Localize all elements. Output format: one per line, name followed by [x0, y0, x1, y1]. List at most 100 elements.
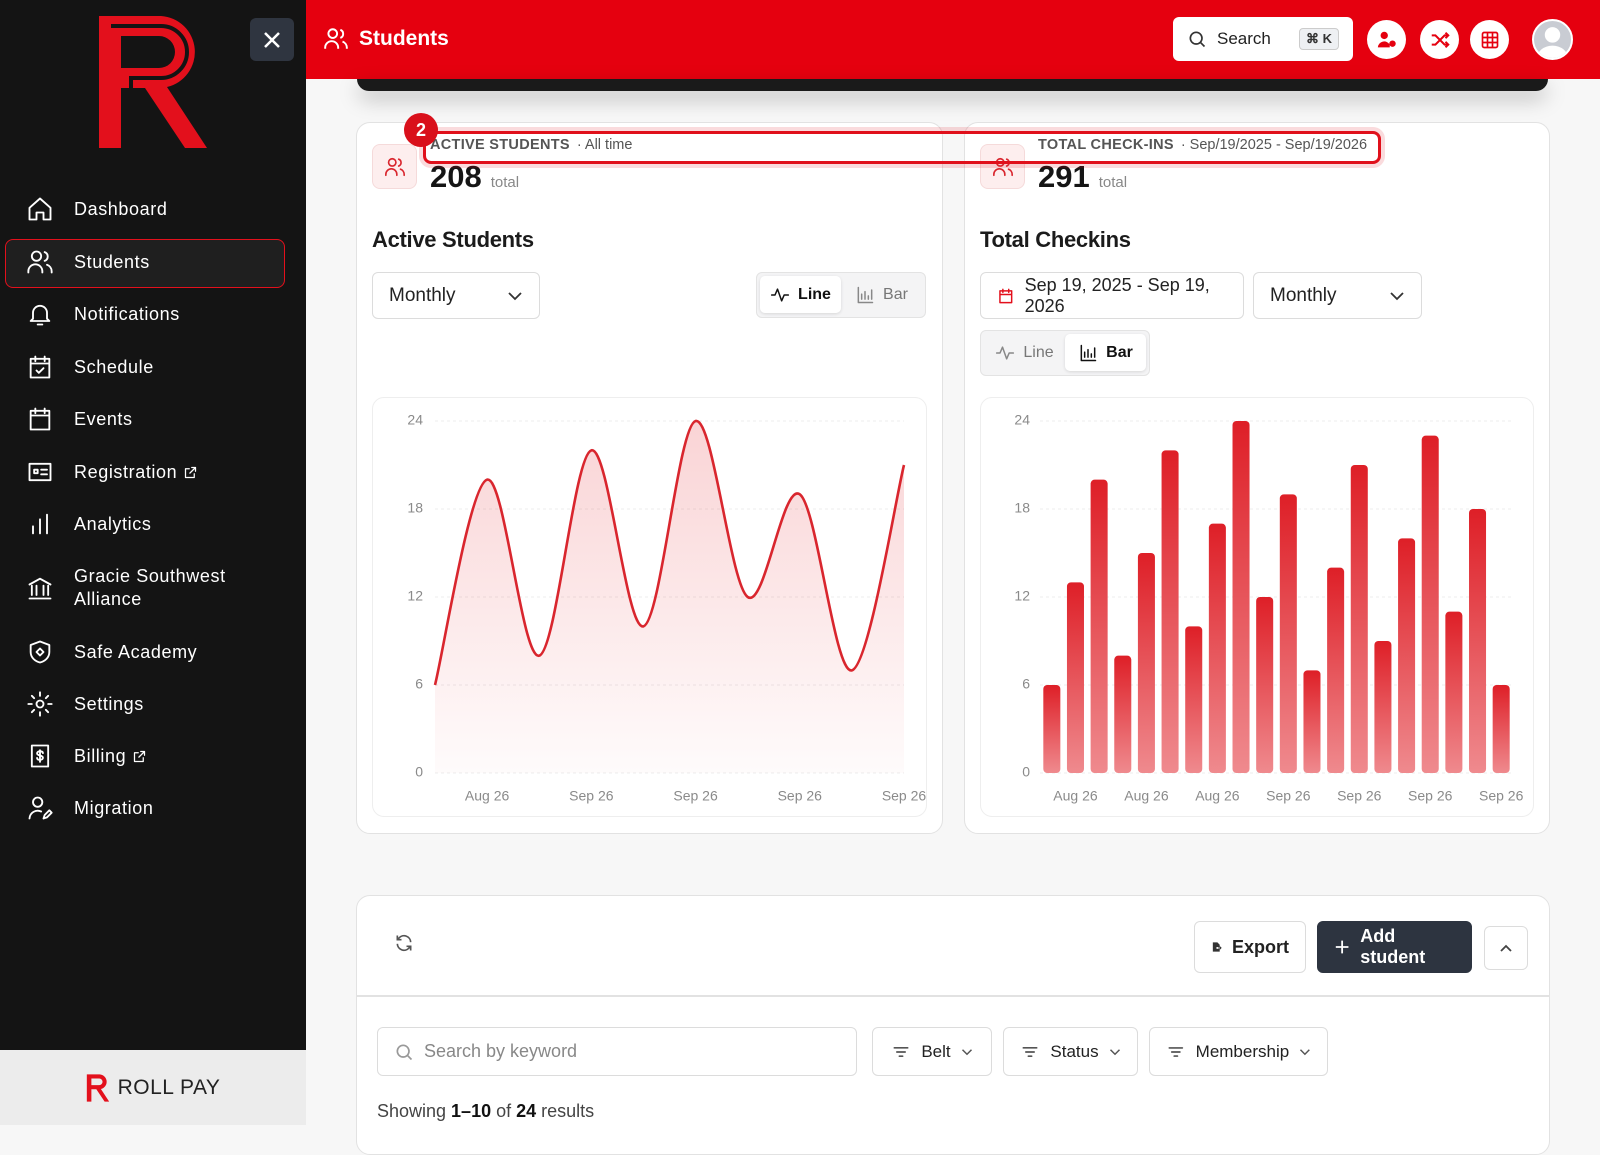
icon-path [29, 355, 51, 379]
chart-type-toggle: Line Bar [756, 272, 926, 318]
icon-path [27, 691, 53, 717]
icon [28, 577, 52, 600]
toggle-bar[interactable]: Bar [841, 276, 922, 313]
toggle-bar[interactable]: Bar [1065, 334, 1146, 371]
icon [28, 462, 52, 482]
icon-path [29, 407, 51, 431]
search-button[interactable]: Search ⌘ K [1173, 17, 1353, 61]
icon-path [996, 345, 1015, 360]
chevron [1300, 1048, 1311, 1055]
close-button[interactable] [250, 18, 294, 61]
icon [1022, 1046, 1038, 1057]
nav-item[interactable]: Migration [26, 794, 153, 822]
icon [770, 287, 790, 302]
icon-path [893, 1046, 909, 1057]
nav-label: Billing [74, 745, 127, 766]
highlight-box [423, 131, 1381, 164]
icon-path [28, 796, 53, 820]
interval-label: Monthly [389, 284, 456, 306]
export-button[interactable]: Export [1194, 921, 1306, 973]
nav-item[interactable]: Registration [26, 458, 198, 486]
chart-title: Total Checkins [980, 227, 1131, 252]
nav-item[interactable]: Billing [26, 742, 147, 770]
nav-item[interactable]: Dashboard [26, 195, 167, 223]
icon [384, 157, 405, 176]
grid-action[interactable] [1470, 20, 1509, 59]
chevron [1109, 1048, 1120, 1055]
add-student-label: Add student [1360, 926, 1426, 967]
toggle-label: Bar [1106, 343, 1133, 361]
brand-name: ROLL PAY [117, 1075, 221, 1099]
nav-item[interactable]: Students [26, 248, 150, 276]
interval-select[interactable]: Monthly [372, 272, 540, 319]
nav-item[interactable]: Settings [26, 690, 144, 718]
divider [357, 995, 1549, 997]
icon [29, 304, 51, 326]
toggle-line[interactable]: Line [984, 334, 1065, 371]
toggle-label: Line [1023, 343, 1054, 361]
icon [893, 1046, 909, 1057]
nav-item[interactable]: Events [26, 405, 133, 433]
filter-button[interactable]: Belt [872, 1027, 992, 1076]
nav-item[interactable]: Notifications [26, 300, 180, 328]
plot-area [372, 397, 927, 817]
export-label: Export [1231, 936, 1289, 957]
stat-value: 208 [430, 159, 482, 194]
summary-range: 1–10 [451, 1101, 492, 1121]
nav-item[interactable]: Schedule [26, 353, 154, 381]
chevron-path [508, 291, 522, 300]
interval-select[interactable]: Monthly [1253, 272, 1422, 319]
filter-button[interactable]: Status [1003, 1027, 1138, 1076]
icon-path [27, 250, 53, 274]
chart-title: Active Students [372, 227, 534, 252]
nav-label: Analytics [74, 513, 152, 534]
toggle-line[interactable]: Line [760, 276, 841, 313]
refresh-icon[interactable] [394, 933, 414, 953]
collapse-button[interactable] [1484, 926, 1528, 970]
highlight-badge: 2 [404, 113, 438, 147]
filter-button[interactable]: Membership [1149, 1027, 1328, 1076]
nav-item[interactable]: Analytics [26, 510, 151, 538]
icon-path [1168, 1046, 1184, 1057]
summary-prefix: Showing [377, 1101, 447, 1121]
avatar[interactable] [1532, 19, 1573, 60]
shuffle-action[interactable] [1420, 20, 1459, 59]
nav-label: Notifications [74, 303, 180, 324]
icon [28, 796, 53, 820]
stat-label-row: ACTIVE STUDENTS · All time [430, 137, 632, 153]
icon [29, 407, 51, 431]
icon [27, 250, 53, 274]
stat-value-row: 291 total [1038, 159, 1127, 195]
icon [134, 750, 146, 762]
icon-path [29, 640, 51, 664]
nav-label: Settings [74, 693, 144, 714]
icon-path [185, 466, 197, 478]
chevron-path [1109, 1048, 1120, 1055]
stat-unit: total [490, 174, 520, 191]
stat-label: ACTIVE STUDENTS [430, 137, 570, 153]
icon-path [384, 157, 405, 176]
search-label: Search [1217, 29, 1271, 48]
chevron-path [1390, 291, 1404, 300]
keyword-search[interactable]: Search by keyword [377, 1027, 857, 1076]
toggle-label: Line [798, 285, 831, 303]
user-action[interactable] [1367, 20, 1406, 59]
chart-type-toggle: Line Bar [980, 330, 1150, 376]
nav-item[interactable]: Safe Academy [26, 638, 197, 666]
icon [32, 513, 48, 535]
icon [996, 345, 1015, 360]
stat-label: TOTAL CHECK-INS [1038, 137, 1174, 153]
date-range-button[interactable]: Sep 19, 2025 - Sep 19, 2026 [980, 272, 1244, 319]
icon [999, 288, 1013, 303]
filter-label: Status [1050, 1041, 1099, 1061]
nav-label: Schedule [74, 356, 154, 377]
icon [1168, 1046, 1184, 1057]
stat-unit: total [1098, 174, 1128, 191]
nav-label: Migration [74, 797, 154, 818]
icon-path [28, 462, 52, 482]
icon-path [1080, 344, 1097, 361]
nav-item[interactable]: Gracie Southwest Alliance [26, 566, 274, 609]
icon-path [28, 197, 52, 221]
add-student-button[interactable]: Add student [1317, 921, 1472, 973]
shortcut: ⌘ K [1299, 28, 1339, 50]
